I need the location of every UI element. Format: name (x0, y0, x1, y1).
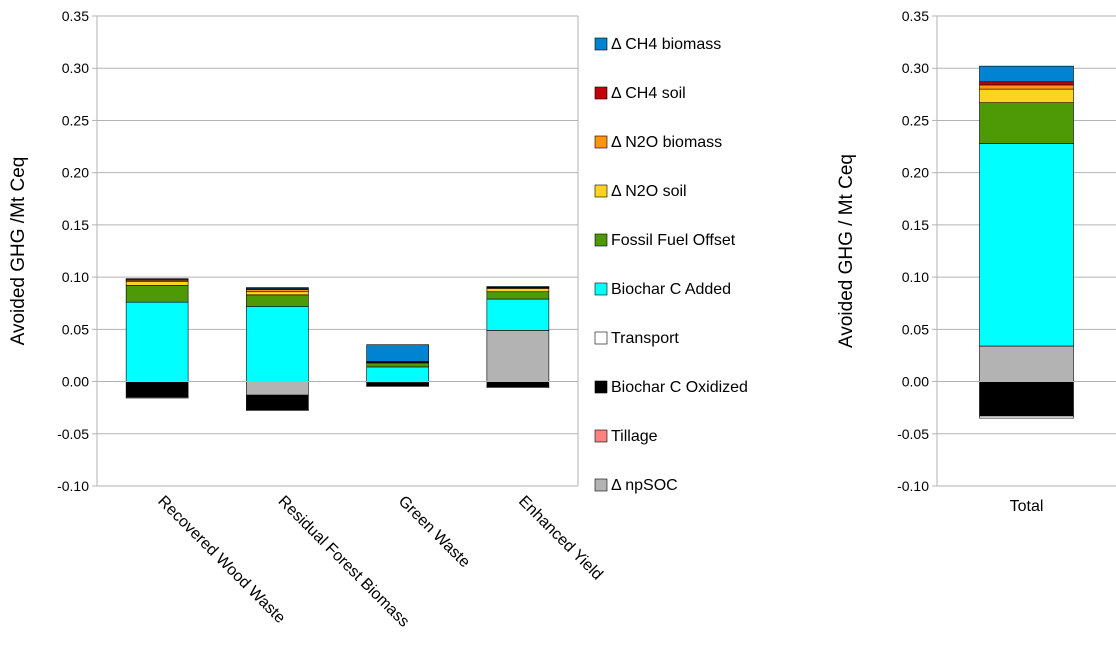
legend-swatch-delta-n2o-biomass (594, 135, 608, 149)
y-tick-label: 0.00 (902, 374, 929, 390)
bar-segment-fossil-fuel-offset (246, 294, 309, 307)
legend-entry-delta-n2o-soil: Δ N2O soil (611, 183, 687, 200)
legend-swatch-delta-ch4-biomass (594, 37, 608, 51)
legend-entry-biochar-c-added: Biochar C Added (611, 281, 731, 298)
legend-entry-delta-ch4-biomass: Δ CH4 biomass (611, 36, 721, 53)
y-tick-label: 0.05 (902, 321, 929, 337)
legend: Δ CH4 biomass Δ CH4 soil Δ N2O biomass Δ N2… (594, 36, 748, 494)
legend-entry-tillage: Tillage (611, 428, 658, 445)
bar-segment-delta-ch4-soil (979, 81, 1074, 86)
y-tick-label: 0.35 (62, 8, 89, 24)
legend-swatch-biochar-c-oxidized (594, 380, 608, 394)
legend-entry-delta-ch4-soil: Δ CH4 soil (611, 85, 686, 102)
bar-segment-transport (366, 385, 429, 387)
bar-segment-delta-ch4-biomass (486, 286, 550, 288)
bar-segment-biochar-c-added (125, 301, 189, 382)
bar-segment-delta-ch4-biomass (125, 278, 189, 280)
y-axis-label: Avoided GHG /Mt Ceq (8, 157, 29, 346)
y-tick-label: -0.05 (897, 426, 929, 442)
legend-swatch-fossil-fuel-offset (594, 233, 608, 247)
y-tick-label: 0.25 (62, 112, 89, 128)
bar-segment-fossil-fuel-offset (486, 291, 550, 300)
y-tick-label: -0.10 (57, 478, 89, 494)
y-tick-label: 0.30 (62, 60, 89, 76)
bar-segment-delta-n2o-soil (246, 291, 309, 296)
legend-swatch-delta-ch4-soil (594, 86, 608, 100)
y-tick-label: 0.00 (62, 374, 89, 390)
y-tick-label: 0.25 (902, 112, 929, 128)
chart-categories: 0.35 0.30 0.25 0.20 0.15 0.10 0.05 0.00 -0.05 -0.… (8, 8, 606, 631)
bar-segment-delta-npsoc (979, 345, 1074, 382)
legend-swatch-transport (594, 331, 608, 345)
legend-swatch-delta-npsoc (594, 478, 608, 492)
bar-segment-transport (486, 386, 550, 388)
bar-segment-delta-n2o-soil (486, 288, 550, 293)
bar-segment-delta-ch4-biomass (366, 344, 429, 362)
legend-swatch-delta-n2o-soil (594, 184, 608, 198)
chart-total: 0.35 0.30 0.25 0.20 0.15 0.10 0.05 0.00 -0.05 -0.… (836, 8, 1116, 515)
x-tick-label: Residual Forest Biomass (275, 493, 413, 631)
bar-segment-biochar-c-oxidized (366, 382, 429, 387)
bar-segment-delta-ch4-biomass (246, 287, 309, 289)
legend-entry-biochar-c-oxidized: Biochar C Oxidized (611, 379, 748, 396)
bar-segment-biochar-c-oxidized (125, 381, 189, 398)
bar-segment-biochar-c-oxidized (486, 381, 550, 388)
x-tick-label: Total (1010, 498, 1044, 515)
bar-segment-delta-npsoc (246, 381, 309, 396)
y-tick-label: 0.10 (902, 269, 929, 285)
y-tick-label: -0.10 (897, 478, 929, 494)
bar-segment-biochar-c-added (366, 366, 429, 382)
bar-segment-fossil-fuel-offset (366, 362, 429, 368)
legend-swatch-tillage (594, 429, 608, 443)
y-tick-label: 0.10 (62, 269, 89, 285)
x-tick-label: Recovered Wood Waste (154, 493, 288, 627)
legend-entry-fossil-fuel-offset: Fossil Fuel Offset (611, 232, 736, 249)
legend-entry-transport: Transport (611, 330, 679, 347)
bar-segment-biochar-c-oxidized (246, 394, 309, 411)
y-tick-label: 0.35 (902, 8, 929, 24)
bar-segment-biochar-c-added (486, 298, 550, 331)
y-axis-label: Avoided GHG / Mt Ceq (836, 154, 857, 348)
bar-segment-delta-n2o-soil (979, 88, 1074, 103)
bar-segment-biochar-c-oxidized (979, 381, 1074, 417)
x-tick-label: Enhanced Yield (515, 493, 606, 584)
x-tick-label: Green Waste (395, 493, 473, 571)
y-tick-label: 0.15 (902, 217, 929, 233)
bar-segment-transport (979, 415, 1074, 419)
bar-segment-delta-npsoc (486, 330, 550, 382)
y-tick-label: 0.20 (62, 165, 89, 181)
y-tick-label: 0.20 (902, 165, 929, 181)
legend-entry-delta-n2o-biomass: Δ N2O biomass (611, 134, 722, 151)
bar-segment-fossil-fuel-offset (979, 102, 1074, 144)
y-tick-label: -0.05 (57, 426, 89, 442)
bar-segment-fossil-fuel-offset (125, 285, 189, 303)
legend-entry-delta-npsoc: Δ npSOC (611, 477, 678, 494)
bar-segment-transport (246, 409, 309, 411)
bar-segment-delta-n2o-soil (125, 280, 189, 286)
bar-segment-biochar-c-added (246, 306, 309, 382)
y-tick-label: 0.15 (62, 217, 89, 233)
bar-segment-delta-ch4-biomass (979, 65, 1074, 83)
y-tick-label: 0.05 (62, 321, 89, 337)
bar-segment-delta-n2o-biomass (979, 84, 1074, 90)
y-tick-label: 0.30 (902, 60, 929, 76)
bar-segment-delta-n2o-biomass (246, 289, 309, 293)
bar-segment-biochar-c-added (979, 143, 1074, 347)
bar-segment-transport (125, 396, 189, 399)
legend-swatch-biochar-c-added (594, 282, 608, 296)
